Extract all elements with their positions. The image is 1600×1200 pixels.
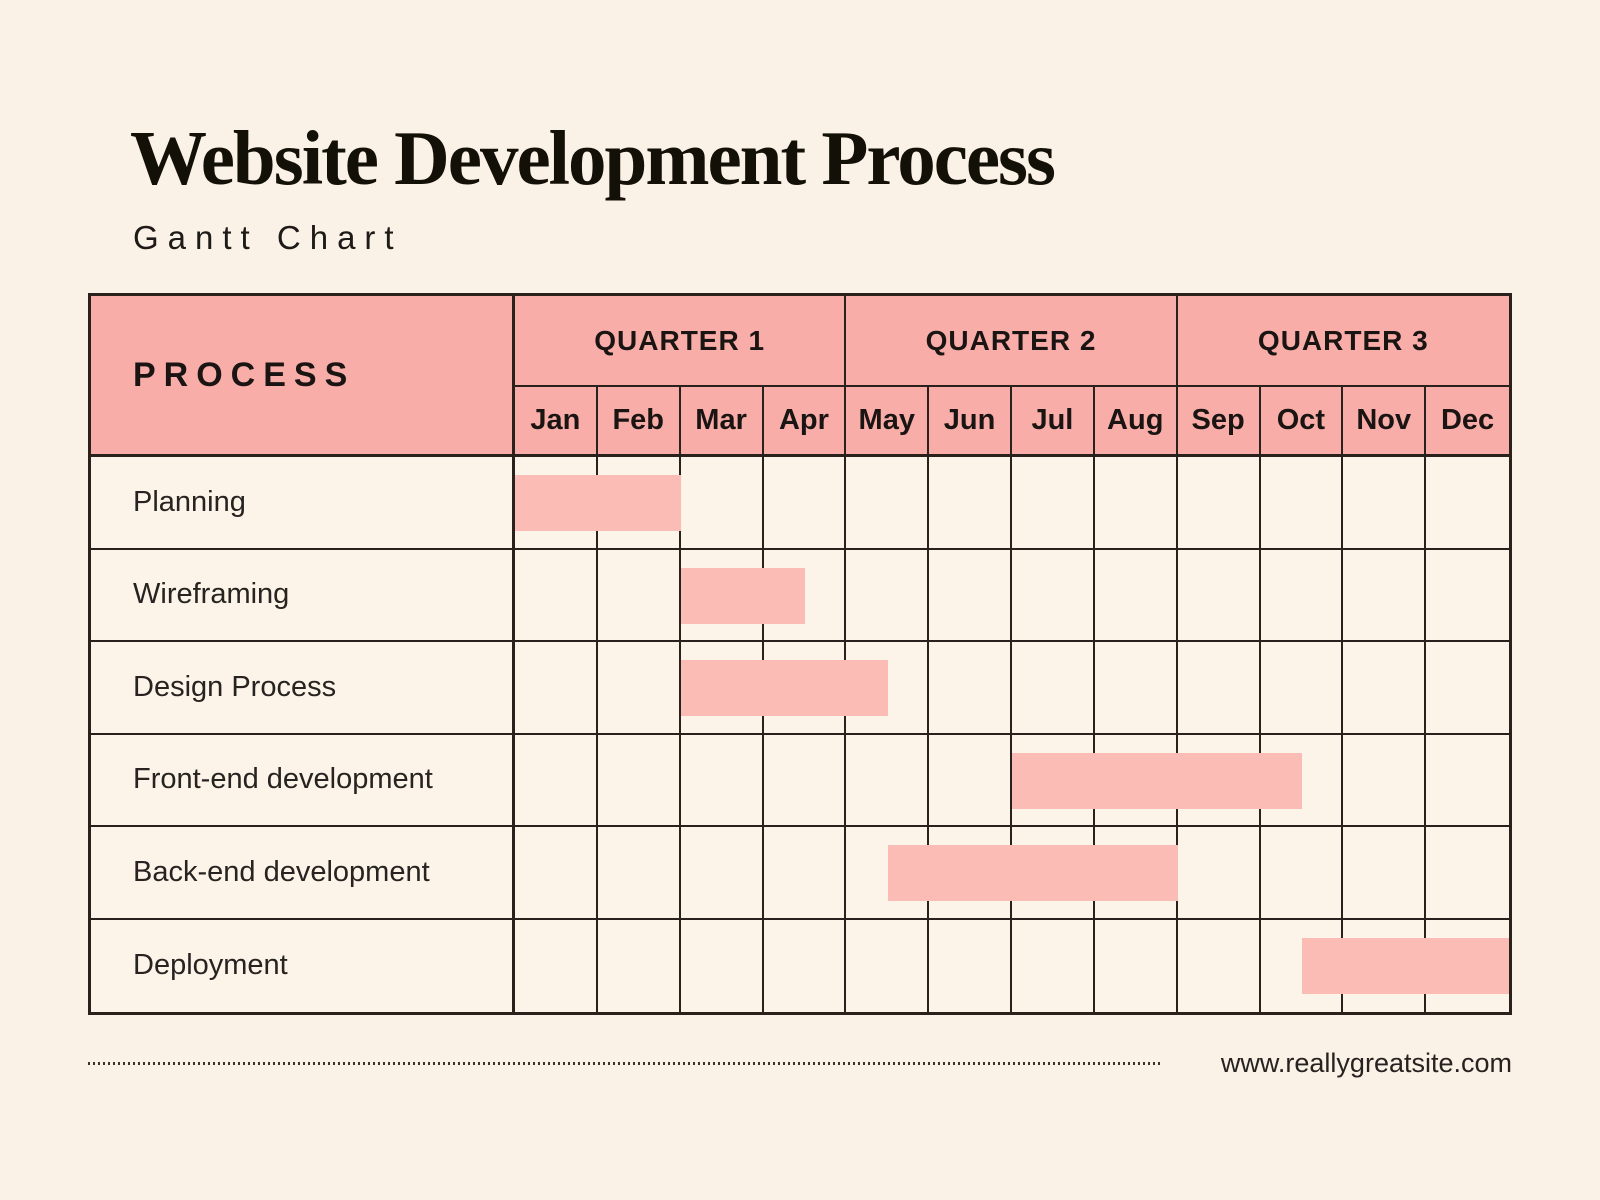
gantt-cell: [515, 642, 598, 735]
quarter-header-3: QUARTER 3: [1177, 296, 1509, 387]
gantt-cell: [1177, 827, 1261, 920]
gantt-cell: [846, 919, 930, 1012]
gantt-cell: [1343, 734, 1427, 827]
month-header-dec: Dec: [1426, 387, 1509, 457]
gantt-bar-deployment: [1301, 937, 1509, 994]
gantt-cell: [1094, 919, 1178, 1012]
month-header-oct: Oct: [1260, 387, 1344, 457]
month-header-sep: Sep: [1177, 387, 1261, 457]
gantt-cell: [929, 457, 1012, 550]
gantt-cell: [597, 642, 681, 735]
gantt-cell: [1094, 549, 1178, 642]
month-header-mar: Mar: [680, 387, 764, 457]
month-header-apr: Apr: [763, 387, 847, 457]
task-row-label: Front-end development: [91, 734, 515, 827]
footer-divider-line: [88, 1061, 1160, 1065]
gantt-cell: [515, 919, 598, 1012]
gantt-cell: [597, 549, 681, 642]
gantt-cell: [929, 549, 1012, 642]
month-header-jun: Jun: [929, 387, 1012, 457]
gantt-cell: [515, 734, 598, 827]
gantt-cell: [1260, 457, 1344, 550]
gantt-cell: [1012, 457, 1095, 550]
gantt-cell: [929, 734, 1012, 827]
task-row-label: Deployment: [91, 919, 515, 1012]
gantt-cell: [763, 457, 847, 550]
gantt-cell: [1177, 457, 1261, 550]
month-header-feb: Feb: [597, 387, 681, 457]
gantt-cell: [1426, 642, 1509, 735]
gantt-bar-back-end-development: [887, 845, 1178, 902]
month-header-jan: Jan: [515, 387, 598, 457]
task-row-label: Wireframing: [91, 549, 515, 642]
gantt-cell: [929, 642, 1012, 735]
gantt-cell: [597, 827, 681, 920]
quarter-header-1: QUARTER 1: [515, 296, 847, 387]
page-subtitle: Gantt Chart: [133, 219, 403, 256]
gantt-cell: [597, 919, 681, 1012]
footer: www.reallygreatsite.com: [88, 1046, 1512, 1080]
gantt-cell: [1177, 642, 1261, 735]
gantt-cell: [1260, 549, 1344, 642]
gantt-bar-design-process: [680, 660, 888, 717]
gantt-cell: [1260, 642, 1344, 735]
gantt-cell: [1426, 827, 1509, 920]
gantt-cell: [515, 827, 598, 920]
gantt-bar-wireframing: [680, 567, 805, 624]
gantt-cell: [1426, 457, 1509, 550]
gantt-cell: [1343, 549, 1427, 642]
page-title: Website Development Process: [130, 115, 1056, 201]
gantt-cell: [680, 919, 764, 1012]
month-header-jul: Jul: [1012, 387, 1095, 457]
task-row-label: Design Process: [91, 642, 515, 735]
gantt-cell: [1343, 642, 1427, 735]
gantt-cell: [1343, 827, 1427, 920]
gantt-cell: [846, 734, 930, 827]
gantt-cell: [846, 549, 930, 642]
gantt-cell: [1094, 642, 1178, 735]
gantt-cell: [680, 827, 764, 920]
gantt-cell: [929, 919, 1012, 1012]
gantt-cell: [1426, 734, 1509, 827]
task-row-label: Planning: [91, 457, 515, 550]
gantt-cell: [1012, 549, 1095, 642]
gantt-bar-front-end-development: [1012, 752, 1302, 809]
quarter-header-2: QUARTER 2: [846, 296, 1178, 387]
gantt-cell: [680, 734, 764, 827]
gantt-cell: [1177, 919, 1261, 1012]
gantt-cell: [1426, 549, 1509, 642]
gantt-cell: [763, 919, 847, 1012]
month-header-may: May: [846, 387, 930, 457]
gantt-cell: [1012, 919, 1095, 1012]
gantt-cell: [515, 549, 598, 642]
gantt-cell: [1260, 827, 1344, 920]
process-column-header: PROCESS: [91, 296, 515, 457]
gantt-cell: [763, 827, 847, 920]
month-header-nov: Nov: [1343, 387, 1427, 457]
gantt-cell: [597, 734, 681, 827]
gantt-table: PROCESS QUARTER 1 QUARTER 2 QUARTER 3 Jan Fe…: [88, 293, 1512, 1015]
gantt-cell: [1177, 549, 1261, 642]
gantt-cell: [763, 734, 847, 827]
gantt-cell: [846, 457, 930, 550]
gantt-bar-planning: [515, 475, 681, 532]
task-row-label: Back-end development: [91, 827, 515, 920]
gantt-cell: [1343, 457, 1427, 550]
footer-url: www.reallygreatsite.com: [1220, 1047, 1512, 1078]
month-header-aug: Aug: [1094, 387, 1178, 457]
gantt-cell: [680, 457, 764, 550]
gantt-cell: [1094, 457, 1178, 550]
gantt-cell: [1012, 642, 1095, 735]
